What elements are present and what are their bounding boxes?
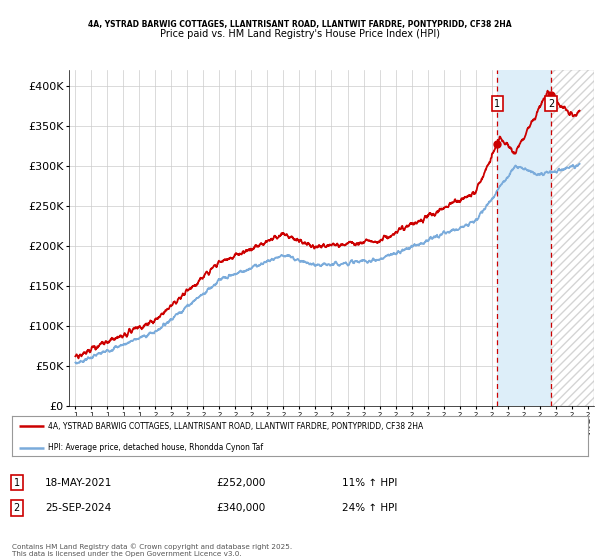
Text: 4A, YSTRAD BARWIG COTTAGES, LLANTRISANT ROAD, LLANTWIT FARDRE, PONTYPRIDD, CF38 : 4A, YSTRAD BARWIG COTTAGES, LLANTRISANT … [88,20,512,29]
Bar [551,70,594,406]
Text: £252,000: £252,000 [216,478,265,488]
Text: HPI: Average price, detached house, Rhondda Cynon Taf: HPI: Average price, detached house, Rhon… [48,443,263,452]
Text: 25-SEP-2024: 25-SEP-2024 [45,503,111,513]
Text: Price paid vs. HM Land Registry's House Price Index (HPI): Price paid vs. HM Land Registry's House … [160,29,440,39]
Text: 18-MAY-2021: 18-MAY-2021 [45,478,112,488]
Text: 2: 2 [14,503,20,513]
Bar [551,70,594,406]
Text: 11% ↑ HPI: 11% ↑ HPI [342,478,397,488]
Text: 2: 2 [548,99,554,109]
Text: 1: 1 [14,478,20,488]
Text: 24% ↑ HPI: 24% ↑ HPI [342,503,397,513]
Text: Contains HM Land Registry data © Crown copyright and database right 2025.
This d: Contains HM Land Registry data © Crown c… [12,544,292,557]
Bar [497,70,551,406]
Text: 1: 1 [494,99,500,109]
Text: £340,000: £340,000 [216,503,265,513]
Text: 4A, YSTRAD BARWIG COTTAGES, LLANTRISANT ROAD, LLANTWIT FARDRE, PONTYPRIDD, CF38 : 4A, YSTRAD BARWIG COTTAGES, LLANTRISANT … [48,422,424,431]
